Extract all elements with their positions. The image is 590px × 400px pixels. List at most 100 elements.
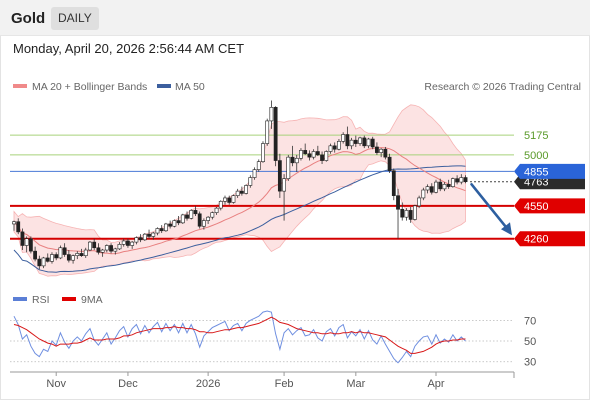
candle-body-up: [113, 248, 118, 252]
candle-body-up: [104, 245, 109, 251]
candle-body-up: [252, 169, 257, 178]
candle: [33, 246, 38, 262]
candle: [151, 231, 156, 240]
x-tick-label: Mar: [346, 378, 365, 390]
rsi-level-label-50: 50: [524, 336, 536, 348]
candle: [349, 137, 354, 150]
candle-body-down: [138, 237, 143, 241]
candle-body-down: [345, 134, 350, 147]
candle: [387, 153, 392, 174]
rsi-legend: RSI 9MA: [13, 294, 103, 306]
candle-body-down: [290, 156, 295, 164]
candle-body-down: [396, 195, 400, 210]
candle: [459, 174, 464, 185]
candle: [227, 195, 232, 205]
candle-body-up: [58, 247, 63, 259]
candle-body-down: [45, 257, 50, 262]
candle: [28, 236, 33, 254]
candle-body-up: [425, 186, 430, 191]
candle: [12, 220, 16, 231]
candle-body-down: [315, 151, 320, 156]
pivot-tag: 4855: [514, 163, 585, 179]
candle: [366, 137, 371, 149]
candle: [88, 240, 92, 252]
rsi-ma-line: [13, 316, 466, 354]
candle: [168, 220, 173, 229]
candle-body-down: [353, 139, 358, 144]
candle: [50, 252, 54, 264]
instrument-title: Gold: [11, 10, 46, 27]
candle: [100, 248, 105, 257]
candle: [83, 247, 88, 258]
candle-body-up: [282, 178, 286, 192]
candle: [412, 204, 417, 221]
candle-body-up: [172, 220, 177, 227]
candle: [277, 153, 282, 198]
candle: [172, 219, 177, 228]
ma20-line: [13, 147, 466, 255]
candle-body-down: [227, 197, 232, 203]
candle: [265, 118, 270, 146]
candle-body-up: [41, 257, 46, 267]
candle-body-up: [100, 249, 105, 253]
candle: [41, 256, 46, 269]
candle-body-up: [117, 244, 122, 250]
candle: [210, 211, 215, 220]
candle-body-up: [12, 221, 16, 225]
candle-body-down: [446, 184, 451, 187]
candle: [180, 213, 185, 224]
candle: [332, 142, 337, 153]
candle: [358, 136, 362, 146]
candle: [206, 216, 211, 224]
candle: [315, 145, 320, 157]
candle-body-up: [164, 223, 168, 232]
candle-body-down: [463, 177, 468, 183]
candle: [235, 188, 240, 198]
candle: [379, 148, 384, 158]
candle-body-down: [320, 154, 324, 161]
rsi-level-label-70: 70: [524, 315, 536, 327]
candle: [370, 136, 375, 150]
support-tag-4550: 4550: [514, 198, 585, 214]
candle-body-down: [66, 254, 71, 261]
candle-body-up: [142, 233, 147, 241]
candle: [353, 135, 358, 147]
candle: [434, 179, 438, 194]
candle: [202, 218, 206, 230]
candle-body-up: [265, 120, 270, 144]
candle: [294, 154, 299, 172]
candle: [341, 132, 346, 144]
period-badge[interactable]: DAILY: [51, 7, 99, 30]
candle: [66, 250, 71, 263]
candle-body-up: [311, 151, 316, 158]
level-tag-bg: [514, 163, 585, 179]
candle-body-down: [400, 208, 405, 218]
level-tag-text: 4550: [524, 201, 548, 213]
candle: [104, 244, 109, 253]
candle: [455, 175, 460, 185]
candle-body-down: [176, 220, 181, 224]
candle: [345, 126, 350, 150]
candle-body-up: [328, 145, 333, 152]
level-tag-bg: [514, 198, 585, 214]
candle: [16, 218, 21, 235]
candle: [223, 195, 227, 205]
candle: [142, 233, 147, 241]
candle-body-down: [197, 213, 202, 227]
candle: [109, 243, 113, 254]
candle: [214, 206, 219, 215]
candle: [117, 242, 122, 251]
rsi-panel: 70 50 30: [10, 310, 536, 369]
candle: [442, 182, 447, 192]
candle: [252, 167, 257, 180]
candle: [269, 100, 274, 129]
candle: [244, 184, 249, 195]
ma20-bollinger-swatch: [13, 84, 27, 88]
candle-body-up: [261, 143, 265, 162]
candle: [147, 229, 151, 239]
candle-body-up: [210, 212, 215, 218]
candle: [176, 216, 181, 226]
candle: [256, 159, 261, 172]
candle: [328, 143, 333, 154]
resistance-label-5000: 5000: [524, 150, 548, 162]
